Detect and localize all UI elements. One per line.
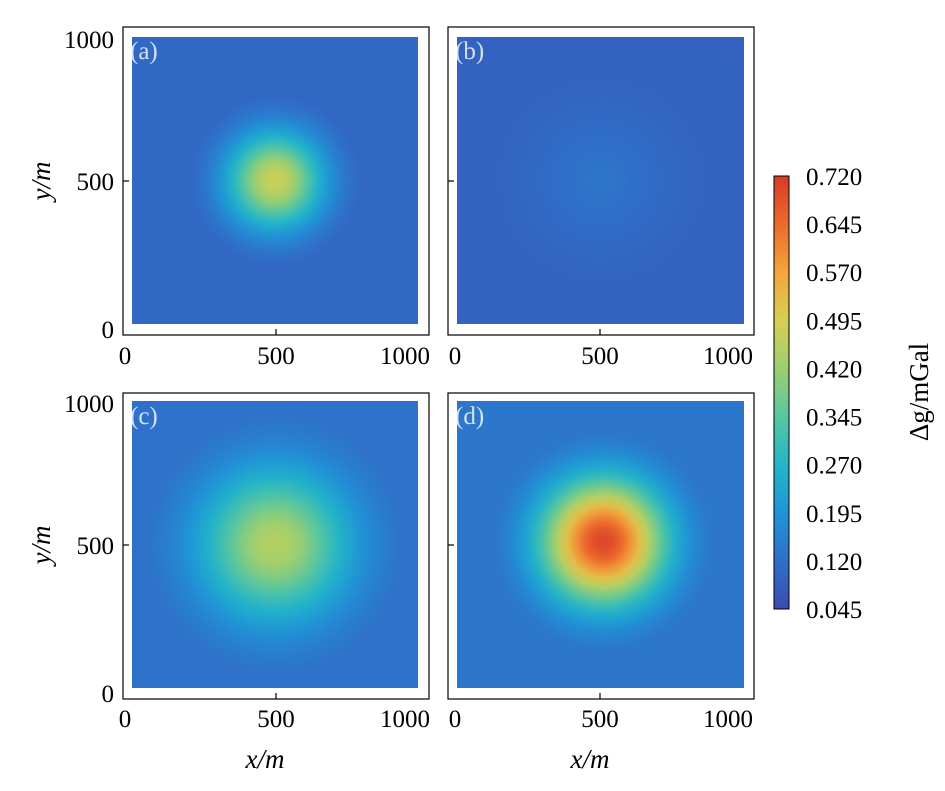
colorbar-ticks: 0.720 0.645 0.570 0.495 0.420 0.345 0.270 0.195… — [806, 164, 862, 624]
panel-c-ylabel: y/m — [26, 526, 56, 568]
panel-c-ytick-label-1000: 1000 — [64, 391, 114, 418]
panel-b-heatmap — [457, 37, 744, 324]
panel-d-xtick-label-0: 0 — [449, 706, 462, 733]
colorbar-tick-label: 0.045 — [806, 597, 862, 624]
panel-a-letter: (a) — [130, 38, 158, 65]
panel-c-ytick-label-0: 0 — [102, 681, 115, 708]
panel-a-xtick-label-500: 500 — [257, 343, 295, 370]
panel-c-xtick-label-0: 0 — [119, 706, 132, 733]
panel-d-letter: (d) — [455, 403, 484, 430]
panel-d-xlabel: x/m — [570, 744, 610, 774]
panel-b-letter: (b) — [455, 38, 484, 65]
colorbar-tick-label: 0.195 — [806, 501, 862, 528]
panel-c: (c) 0 500 1000 0 500 1000 y/m x/m — [26, 391, 430, 774]
panel-c-xtick-label-500: 500 — [257, 706, 295, 733]
panel-c-xtick-label-1000: 1000 — [380, 706, 430, 733]
panel-a-ytick-label-1000: 1000 — [64, 27, 114, 54]
colorbar-tick-label: 0.120 — [806, 549, 862, 576]
panel-d-xtick-label-1000: 1000 — [703, 706, 753, 733]
panel-c-xlabel: x/m — [245, 744, 285, 774]
panel-c-heatmap — [132, 401, 418, 688]
colorbar-tick-label: 0.345 — [806, 405, 862, 432]
panel-a-ytick-label-500: 500 — [77, 169, 115, 196]
colorbar-tick-label: 0.720 — [806, 164, 862, 191]
colorbar-tick-label: 0.645 — [806, 212, 862, 239]
panel-d-frame — [447, 392, 755, 700]
colorbar-gradient — [773, 175, 790, 610]
colorbar-tick-label: 0.570 — [806, 260, 862, 287]
colorbar-label: Δg/mGal — [904, 343, 934, 441]
panel-b-xtick-label-500: 500 — [581, 343, 619, 370]
panel-c-letter: (c) — [130, 403, 158, 430]
panel-b: (b) 0 500 1000 — [447, 26, 755, 370]
panel-a-heatmap — [132, 37, 418, 324]
panel-d-xtick-label-500: 500 — [581, 706, 619, 733]
panel-a-xtick-label-1000: 1000 — [380, 343, 430, 370]
panel-a-xtick-label-0: 0 — [119, 343, 132, 370]
panel-b-xtick-label-0: 0 — [449, 343, 462, 370]
colorbar-tick-label: 0.495 — [806, 308, 862, 335]
panel-a-ylabel: y/m — [26, 162, 56, 204]
colorbar-tick-label: 0.270 — [806, 453, 862, 480]
panel-a-ytick-label-0: 0 — [102, 317, 115, 344]
colorbar-tick-label: 0.420 — [806, 356, 862, 383]
panel-d-heatmap — [457, 401, 744, 688]
panel-d: (d) 0 500 1000 x/m — [447, 392, 755, 774]
panel-a: (a) 0 500 1000 0 500 1000 y/m — [26, 26, 430, 370]
panel-c-ytick-label-500: 500 — [77, 533, 115, 560]
panel-b-xtick-label-1000: 1000 — [703, 343, 753, 370]
colorbar: 0.720 0.645 0.570 0.495 0.420 0.345 0.270 0.195… — [773, 164, 934, 624]
